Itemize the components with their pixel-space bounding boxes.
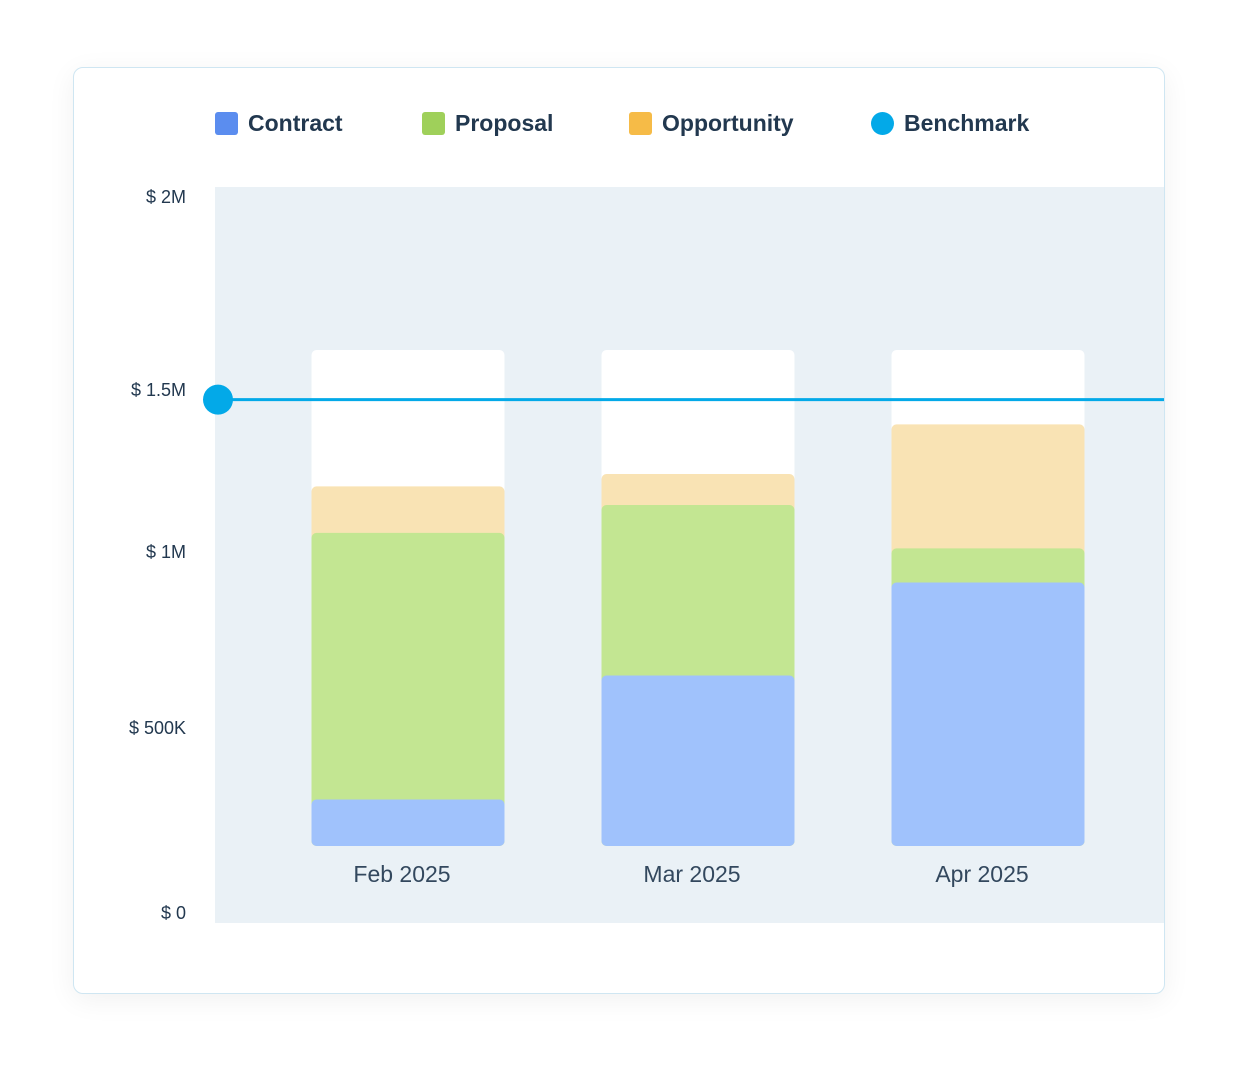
y-tick-label: $ 1.5M: [131, 380, 186, 400]
y-axis: $ 0 $ 500K $ 1M $ 1.5M $ 2M: [129, 187, 186, 923]
legend-label-contract: Contract: [248, 110, 343, 136]
y-tick-label: $ 0: [161, 903, 186, 923]
benchmark-group: [203, 384, 1164, 415]
bar-contract-feb-2025[interactable]: [311, 799, 505, 847]
x-tick-label: Feb 2025: [353, 861, 450, 887]
bar-contract-mar-2025[interactable]: [601, 675, 795, 847]
bar-proposal-feb-2025[interactable]: [311, 532, 505, 846]
y-tick-label: $ 2M: [146, 187, 186, 207]
benchmark-dot-icon: [871, 112, 894, 135]
x-tick-label: Apr 2025: [935, 861, 1028, 887]
chart-legend: Contract Proposal Opportunity Benchmark: [74, 68, 1164, 178]
legend-label-opportunity: Opportunity: [662, 110, 794, 136]
benchmark-marker[interactable]: [203, 384, 233, 415]
legend-item-opportunity[interactable]: Opportunity: [629, 110, 794, 137]
y-tick-label: $ 1M: [146, 542, 186, 562]
x-tick-label: Mar 2025: [643, 861, 740, 887]
chart-card: Contract Proposal Opportunity Benchmark …: [73, 67, 1165, 994]
opportunity-swatch-icon: [629, 112, 652, 135]
legend-label-benchmark: Benchmark: [904, 110, 1030, 136]
y-tick-label: $ 500K: [129, 718, 186, 738]
chart-plot: $ 0 $ 500K $ 1M $ 1.5M $ 2M Feb 2025 Mar 2025…: [129, 187, 1164, 923]
bars-group: [311, 350, 1085, 847]
legend-item-proposal[interactable]: Proposal: [422, 110, 553, 137]
legend-item-benchmark[interactable]: Benchmark: [871, 110, 1029, 137]
proposal-swatch-icon: [422, 112, 445, 135]
legend-label-proposal: Proposal: [455, 110, 554, 136]
x-axis: Feb 2025 Mar 2025 Apr 2025: [353, 861, 1028, 887]
contract-swatch-icon: [215, 112, 238, 135]
bar-contract-apr-2025[interactable]: [891, 582, 1085, 847]
legend-item-contract[interactable]: Contract: [215, 110, 343, 137]
